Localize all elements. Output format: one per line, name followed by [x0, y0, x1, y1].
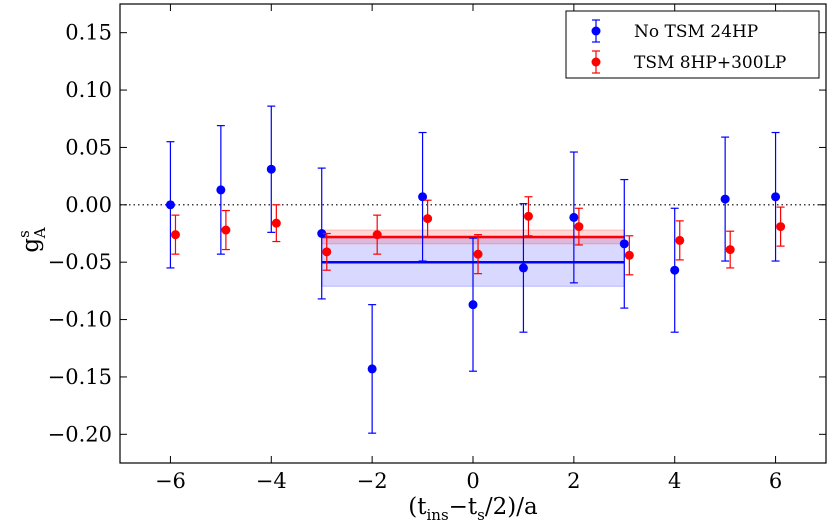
point-marker — [266, 164, 276, 174]
data-point-series-0-7 — [518, 203, 528, 333]
x-tick-label: 0 — [466, 469, 479, 493]
data-point-series-1-1 — [221, 209, 231, 251]
data-point-series-1-10 — [675, 220, 685, 261]
data-point-series-1-2 — [271, 204, 281, 243]
point-marker — [675, 235, 685, 245]
x-tick-label: −4 — [256, 469, 287, 493]
data-point-series-1-4 — [372, 214, 382, 255]
y-tick-label: 0.00 — [65, 193, 112, 217]
point-marker — [170, 230, 180, 240]
y-tick-label: −0.10 — [48, 308, 112, 332]
data-layer — [165, 105, 786, 434]
data-point-series-1-7 — [523, 196, 533, 237]
y-tick-label: 0.10 — [65, 78, 112, 102]
data-point-series-1-8 — [574, 207, 584, 246]
data-point-series-1-9 — [624, 235, 634, 276]
point-marker — [523, 211, 533, 221]
data-point-series-0-0 — [165, 141, 175, 269]
point-marker — [221, 225, 231, 235]
data-point-series-0-12 — [771, 131, 781, 262]
svg-text:gsA: gsA — [15, 227, 49, 252]
y-tick-label: 0.15 — [65, 21, 112, 45]
x-axis-label-rest: /2)/a — [485, 494, 538, 520]
x-axis-label: (tins−ts/2)/a — [408, 494, 538, 522]
data-point-series-1-11 — [725, 230, 735, 269]
point-marker — [317, 229, 327, 238]
point-marker — [165, 200, 175, 210]
data-point-series-0-4 — [367, 304, 377, 434]
point-marker — [473, 249, 483, 259]
data-point-series-1-12 — [776, 206, 786, 247]
data-point-series-0-9 — [619, 178, 629, 309]
y-tick-label: −0.20 — [48, 422, 112, 446]
point-marker — [418, 192, 428, 202]
y-axis-label: gsA — [15, 227, 49, 252]
y-tick-label: −0.15 — [48, 365, 112, 389]
point-marker — [569, 212, 579, 222]
legend: No TSM 24HP TSM 8HP+300LP — [565, 10, 820, 79]
point-marker — [518, 263, 528, 273]
point-marker — [720, 194, 730, 204]
point-marker — [574, 222, 584, 232]
x-axis-label-minus: −t — [449, 494, 478, 520]
point-marker — [367, 364, 377, 374]
x-tick-label: −2 — [357, 469, 388, 493]
point-marker — [670, 265, 680, 275]
tick-layer: −6 −4 −2 0 2 4 6 0.15 0.10 0.05 0.00 −0.05 −0.10 −0.1… — [48, 4, 826, 493]
point-marker — [468, 300, 478, 310]
data-point-series-0-3 — [317, 167, 327, 300]
point-marker — [624, 250, 634, 260]
x-tick-label: 4 — [668, 469, 681, 493]
point-marker — [423, 214, 433, 224]
point-marker — [725, 245, 735, 255]
point-marker — [322, 247, 332, 257]
y-axis-label-sup: s — [15, 230, 33, 238]
y-tick-label: −0.05 — [48, 250, 112, 274]
point-marker — [619, 239, 629, 249]
x-axis-label-open: (t — [408, 494, 427, 520]
data-point-series-0-11 — [720, 136, 730, 262]
legend-no-tsm-label: No TSM 24HP — [634, 22, 758, 42]
legend-tsm-label: TSM 8HP+300LP — [634, 53, 786, 73]
data-point-series-0-8 — [569, 151, 579, 284]
point-marker — [771, 192, 781, 202]
data-point-series-0-6 — [468, 237, 478, 372]
legend-tsm-marker — [591, 57, 601, 67]
y-axis-label-base: g — [18, 238, 44, 253]
point-marker — [271, 218, 281, 228]
point-marker — [372, 230, 382, 240]
legend-no-tsm-marker — [591, 26, 601, 36]
x-axis-label-sub1: ins — [427, 506, 449, 522]
data-point-series-0-1 — [216, 125, 226, 255]
data-point-series-0-5 — [418, 131, 428, 262]
legend-box — [565, 10, 820, 79]
data-point-series-1-6 — [473, 234, 483, 275]
data-point-series-1-5 — [423, 199, 433, 238]
plot-frame — [119, 3, 827, 464]
point-marker — [216, 185, 226, 195]
x-tick-label: 6 — [769, 469, 782, 493]
y-axis-label-sub: A — [31, 227, 49, 239]
data-point-series-0-2 — [266, 105, 276, 233]
x-tick-label: −6 — [155, 469, 186, 493]
data-point-series-1-3 — [322, 232, 332, 271]
data-point-series-1-0 — [170, 214, 180, 255]
point-marker — [776, 222, 786, 232]
y-tick-label: 0.05 — [65, 135, 112, 159]
data-point-series-0-10 — [670, 207, 680, 333]
x-axis-label-sub2: s — [477, 506, 485, 522]
x-tick-label: 2 — [567, 469, 580, 493]
